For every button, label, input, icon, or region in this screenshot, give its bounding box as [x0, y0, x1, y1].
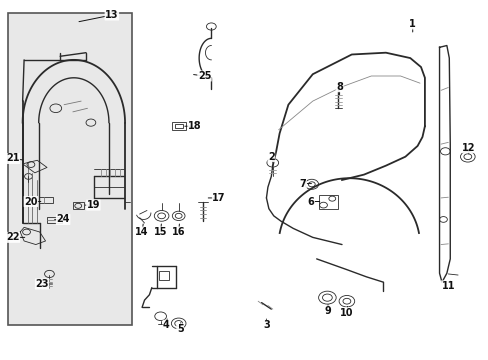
Text: 22: 22: [6, 232, 20, 242]
Text: 8: 8: [335, 82, 342, 92]
Text: 14: 14: [135, 227, 148, 237]
Text: 6: 6: [307, 197, 314, 207]
Text: 21: 21: [6, 153, 20, 163]
Bar: [73, 202, 83, 210]
Text: 23: 23: [35, 279, 49, 289]
Text: 18: 18: [187, 121, 201, 131]
Bar: [319, 195, 337, 209]
Text: 15: 15: [154, 227, 167, 237]
Text: 12: 12: [461, 143, 474, 153]
Text: 2: 2: [267, 152, 274, 162]
Text: 13: 13: [105, 10, 119, 20]
Bar: [47, 217, 61, 223]
Bar: [8, 13, 132, 325]
Text: 1: 1: [408, 19, 415, 29]
Text: 10: 10: [340, 308, 353, 318]
Text: 4: 4: [163, 320, 169, 330]
Text: 19: 19: [86, 200, 100, 210]
Bar: [159, 271, 168, 280]
Text: 11: 11: [441, 281, 454, 291]
Text: 24: 24: [56, 215, 70, 224]
Text: 5: 5: [176, 324, 183, 334]
Text: 7: 7: [299, 179, 306, 189]
Bar: [175, 124, 183, 128]
Bar: [39, 197, 53, 203]
Text: 3: 3: [263, 320, 269, 330]
Text: 25: 25: [197, 71, 211, 81]
Text: 9: 9: [324, 306, 330, 316]
Text: 16: 16: [172, 227, 185, 237]
Bar: [172, 122, 185, 130]
Text: 17: 17: [212, 193, 225, 203]
Text: 20: 20: [24, 197, 38, 207]
